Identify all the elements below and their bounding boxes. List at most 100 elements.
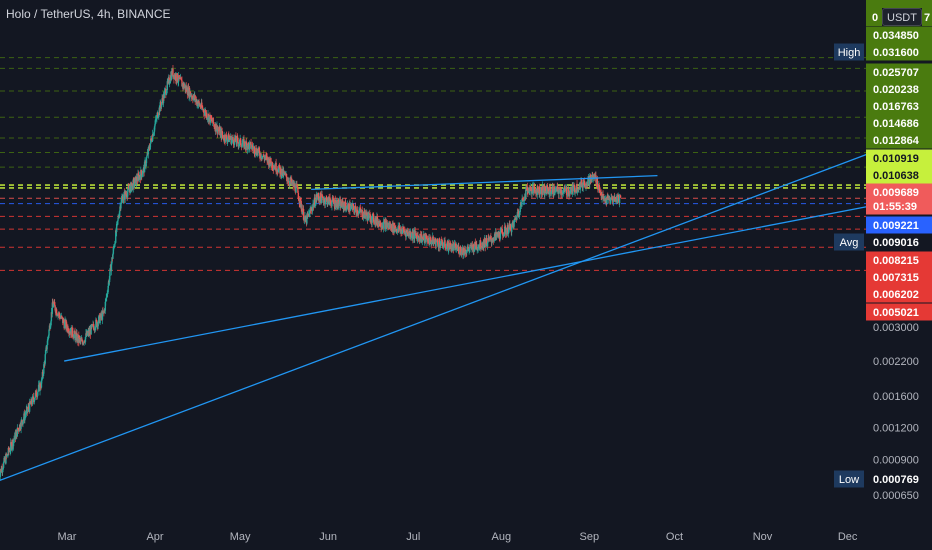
candle-body [265,155,267,158]
candle-body [92,324,95,328]
price-tag-label: 0.014686 [873,118,919,130]
time-axis[interactable]: Mar Apr May Jun Jul Aug Sep Oct Nov Dec [58,531,858,543]
candle-body [27,406,30,409]
candle-body [199,105,202,108]
candle-body [41,372,44,379]
candle-body [333,201,335,203]
candle-body [402,227,404,232]
candle-body [268,158,271,167]
candle-body [379,225,382,227]
candle-body [142,169,144,174]
candle-body [13,439,15,441]
candle-body [552,186,554,194]
candle-body [335,202,337,207]
candle-body [95,319,98,321]
candle-body [467,247,469,249]
candle-body [245,141,247,148]
candle-body [398,226,401,231]
price-tag [866,114,932,132]
currency-button[interactable]: USDT [882,8,922,26]
candle-body [222,135,224,139]
candle-body [296,186,299,188]
candle-body [568,190,571,197]
price-tag [866,303,932,321]
candle-body [346,204,349,209]
candle-body [501,228,503,233]
candle-body [503,226,506,235]
candle-body [331,201,333,207]
candle-body [198,100,200,103]
time-tick-label: Jun [319,531,337,543]
candle-body [84,337,87,342]
trendline[interactable] [64,202,888,362]
candle-body [352,204,354,210]
candle-body [449,242,451,250]
candle-body [27,409,29,412]
price-tick-label: 0.000650 [873,490,919,502]
trendlines[interactable] [0,145,888,482]
candle-body [16,427,19,437]
candle-body [215,130,218,132]
candle-body [446,244,448,247]
candle-body [231,138,233,140]
candle-body [160,102,163,107]
candle-body [431,240,433,243]
candle-body [382,221,385,229]
trendline[interactable] [0,145,888,482]
candle-body [429,237,431,245]
candle-body [507,225,509,234]
candle-body [437,242,439,247]
candle-body [119,206,121,212]
price-tag [866,268,932,286]
candle-body [277,168,280,173]
candle-body [572,185,574,192]
candle-body [126,191,129,198]
candle-body [396,228,398,232]
candle-body [402,227,405,230]
candle-body [423,236,426,242]
candle-body [435,241,438,243]
candle-body [68,331,71,334]
candle-body [345,208,348,210]
candle-body [164,89,166,92]
candle-body [47,337,49,340]
candle-body [311,206,314,212]
candle-body [557,187,559,192]
candle-body [84,341,86,343]
candle-body [530,187,533,194]
candle-body [253,146,256,154]
candle-body [426,238,429,242]
candle-body [441,239,443,245]
candle-body [114,242,116,244]
candle-body [73,334,75,339]
candle-body [319,193,322,199]
candle-body [219,130,221,136]
candle-body [485,244,487,247]
trendline[interactable] [311,174,658,191]
candle-body [542,190,545,192]
candle-body [201,107,204,108]
candle-body [531,191,533,194]
candle-body [217,129,220,131]
candle-body [140,170,142,180]
candle-body [261,156,264,159]
candle-body [155,119,158,121]
candle-body [116,220,119,222]
candle-body [83,340,86,342]
candle-body [233,138,236,146]
candle-body [159,102,162,106]
candle-body [25,410,28,415]
candle-body [340,201,343,206]
candle-body [289,180,291,185]
candle-body [10,442,12,444]
candle-body [385,221,387,222]
candle-body [471,244,474,247]
candle-body [563,189,565,191]
candle-body [324,201,327,205]
candle-body [603,196,605,201]
candle-body [95,319,97,329]
candle-body [180,77,182,80]
price-tag [866,0,932,8]
candle-body [300,200,302,210]
